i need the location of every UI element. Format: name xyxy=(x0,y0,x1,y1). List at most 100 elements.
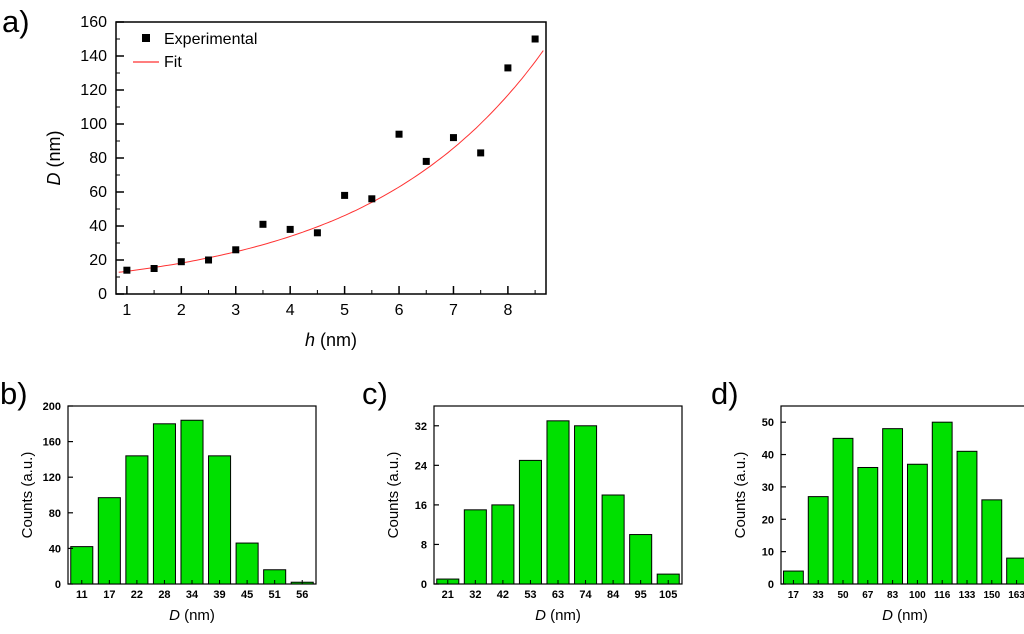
svg-text:160: 160 xyxy=(80,14,107,31)
x-axis-title: D (nm) xyxy=(169,607,215,624)
bar xyxy=(125,455,149,585)
y-axis: 0 8 16 24 32 xyxy=(415,421,439,591)
svg-text:63: 63 xyxy=(552,589,564,601)
svg-text:22: 22 xyxy=(131,589,143,601)
svg-text:28: 28 xyxy=(158,589,170,601)
bar xyxy=(235,542,259,585)
bar xyxy=(601,494,625,585)
svg-text:39: 39 xyxy=(213,589,225,601)
svg-text:21: 21 xyxy=(442,589,454,601)
svg-text:40: 40 xyxy=(89,218,107,235)
experimental-points xyxy=(123,35,539,274)
bar xyxy=(574,425,598,585)
svg-text:80: 80 xyxy=(49,508,61,520)
svg-text:40: 40 xyxy=(49,543,61,555)
svg-text:17: 17 xyxy=(103,589,115,601)
bar xyxy=(208,455,232,585)
bars xyxy=(782,421,1024,585)
svg-text:0: 0 xyxy=(55,579,61,591)
bars xyxy=(436,420,680,585)
x-axis-title: h (nm) xyxy=(305,330,357,350)
bar xyxy=(70,546,94,585)
bar xyxy=(1006,557,1024,585)
svg-text:32: 32 xyxy=(415,421,427,433)
svg-text:140: 140 xyxy=(80,48,107,65)
svg-text:32: 32 xyxy=(469,589,481,601)
svg-text:95: 95 xyxy=(635,589,647,601)
x-axis: 1 2 3 4 5 6 7 8 xyxy=(122,286,536,319)
y-axis: 0 10 20 30 40 50 xyxy=(762,417,786,591)
svg-text:30: 30 xyxy=(762,482,774,494)
y-axis: 0 40 80 120 160 200 xyxy=(43,401,73,591)
svg-text:74: 74 xyxy=(579,589,592,601)
svg-text:0: 0 xyxy=(421,579,427,591)
svg-text:160: 160 xyxy=(43,437,61,449)
svg-text:163: 163 xyxy=(1008,590,1024,601)
svg-text:16: 16 xyxy=(415,500,427,512)
histogram-panel-c: 21 32 42 53 63 74 84 95 105 0 8 16 24 32 D (nm) Counts … xyxy=(385,405,683,624)
legend-label-fit: Fit xyxy=(164,54,182,71)
panel-label-b: b) xyxy=(0,376,28,411)
svg-text:6: 6 xyxy=(395,302,404,319)
svg-text:11: 11 xyxy=(76,589,88,601)
svg-text:80: 80 xyxy=(89,150,107,167)
bars xyxy=(70,419,314,585)
svg-text:5: 5 xyxy=(340,302,349,319)
svg-text:20: 20 xyxy=(89,252,107,269)
svg-text:0: 0 xyxy=(98,286,107,303)
y-axis-title: Counts (a.u.) xyxy=(732,452,749,539)
svg-text:33: 33 xyxy=(813,590,825,601)
x-axis-title: D (nm) xyxy=(535,607,581,624)
bar xyxy=(97,497,121,585)
legend-marker-square xyxy=(142,34,150,42)
fit-line xyxy=(118,50,544,273)
bar xyxy=(981,499,1003,585)
svg-text:105: 105 xyxy=(659,589,677,601)
svg-text:17: 17 xyxy=(788,590,800,601)
svg-text:1: 1 xyxy=(122,302,131,319)
svg-text:100: 100 xyxy=(80,116,107,133)
svg-text:50: 50 xyxy=(762,417,774,429)
bar xyxy=(546,420,570,585)
svg-text:10: 10 xyxy=(762,547,774,559)
svg-text:3: 3 xyxy=(231,302,240,319)
bar xyxy=(906,463,928,585)
bar xyxy=(857,466,879,585)
plot-frame xyxy=(115,21,547,295)
svg-text:42: 42 xyxy=(497,589,509,601)
svg-text:67: 67 xyxy=(862,590,874,601)
panel-label-d: d) xyxy=(711,376,739,411)
svg-text:60: 60 xyxy=(89,184,107,201)
x-axis: 17 33 50 67 83 100 116 133 150 163 xyxy=(788,580,1024,601)
svg-text:100: 100 xyxy=(909,590,926,601)
bar xyxy=(832,437,854,585)
svg-text:8: 8 xyxy=(503,302,512,319)
y-axis-title: D (nm) xyxy=(44,131,64,186)
svg-text:150: 150 xyxy=(983,590,1000,601)
svg-text:7: 7 xyxy=(449,302,458,319)
svg-text:120: 120 xyxy=(80,82,107,99)
histogram-panel-d: 17 33 50 67 83 100 116 133 150 163 0 10 20 30 40 50 D (n… xyxy=(732,405,1024,624)
x-axis: 21 32 42 53 63 74 84 95 105 xyxy=(442,580,677,601)
legend-label-experimental: Experimental xyxy=(164,31,257,48)
svg-text:20: 20 xyxy=(762,514,774,526)
svg-text:40: 40 xyxy=(762,450,774,462)
svg-text:133: 133 xyxy=(959,590,976,601)
svg-text:53: 53 xyxy=(524,589,536,601)
svg-text:51: 51 xyxy=(269,589,281,601)
svg-text:120: 120 xyxy=(43,472,61,484)
svg-text:56: 56 xyxy=(296,589,308,601)
svg-text:50: 50 xyxy=(837,590,849,601)
svg-text:4: 4 xyxy=(286,302,295,319)
svg-text:45: 45 xyxy=(241,589,253,601)
panel-label-a: a) xyxy=(2,4,30,39)
svg-text:200: 200 xyxy=(43,401,61,413)
y-axis-title: Counts (a.u.) xyxy=(385,452,402,539)
panel-label-c: c) xyxy=(362,376,388,411)
x-axis: 11 17 22 28 34 39 45 51 56 xyxy=(76,580,308,601)
histogram-panel-b: 11 17 22 28 34 39 45 51 56 0 40 80 120 160 200 D (nm) Co… xyxy=(19,401,317,624)
bar xyxy=(629,534,653,585)
svg-text:24: 24 xyxy=(415,460,428,472)
bar xyxy=(180,419,204,585)
